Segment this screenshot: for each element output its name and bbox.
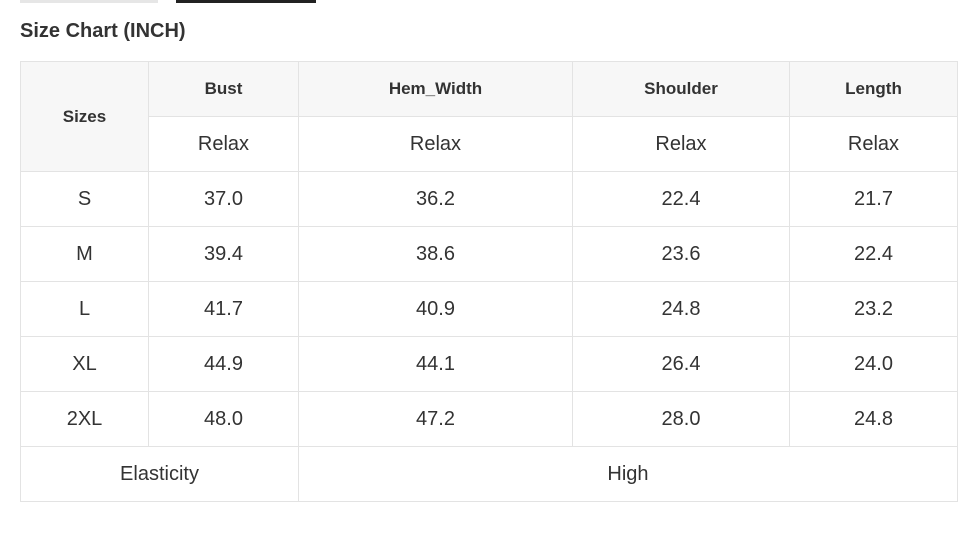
tab-active — [176, 0, 316, 3]
column-header: Length — [789, 61, 958, 117]
footer-row: Elasticity High — [20, 446, 958, 502]
measure-cell: 37.0 — [148, 171, 299, 227]
measure-cell: 47.2 — [298, 391, 573, 447]
size-row: XL 44.9 44.1 26.4 24.0 — [20, 336, 958, 392]
table-header: Sizes Bust Hem_Width Shoulder Length Relax Rel… — [20, 61, 958, 172]
measure-cell: 23.6 — [572, 226, 790, 282]
table-body: S 37.0 36.2 22.4 21.7 M 39.4 38.6 23.6 22.4 L 41.7 4… — [20, 171, 958, 502]
size-row: 2XL 48.0 47.2 28.0 24.8 — [20, 391, 958, 447]
size-table: Sizes Bust Hem_Width Shoulder Length Relax Rel… — [20, 61, 958, 502]
header-row: Sizes Bust Hem_Width Shoulder Length — [20, 61, 958, 172]
measure-cell: 22.4 — [572, 171, 790, 227]
measure-cell: 41.7 — [148, 281, 299, 337]
size-row: S 37.0 36.2 22.4 21.7 — [20, 171, 958, 227]
size-row: L 41.7 40.9 24.8 23.2 — [20, 281, 958, 337]
footer-value: High — [298, 446, 958, 502]
measure-cell: 39.4 — [148, 226, 299, 282]
measure-cell: 44.9 — [148, 336, 299, 392]
measure-cell: 22.4 — [789, 226, 958, 282]
column-header: Hem_Width — [298, 61, 573, 117]
measure-cell: 23.2 — [789, 281, 958, 337]
fit-label: Relax — [148, 116, 299, 172]
measure-cell: 28.0 — [572, 391, 790, 447]
measure-cell: 40.9 — [298, 281, 573, 337]
size-cell: 2XL — [20, 391, 149, 447]
measure-cell: 24.8 — [789, 391, 958, 447]
fit-row: Relax Relax Relax Relax — [21, 116, 958, 172]
tab-inactive — [20, 0, 158, 3]
measure-cell: 24.0 — [789, 336, 958, 392]
measure-cell: 44.1 — [298, 336, 573, 392]
measure-cell: 21.7 — [789, 171, 958, 227]
size-cell: S — [20, 171, 149, 227]
size-cell: M — [20, 226, 149, 282]
column-header: Shoulder — [572, 61, 790, 117]
sizes-header: Sizes — [20, 61, 149, 172]
measure-cell: 26.4 — [572, 336, 790, 392]
measure-cell: 38.6 — [298, 226, 573, 282]
column-header: Bust — [148, 61, 299, 117]
measure-cell: 24.8 — [572, 281, 790, 337]
size-cell: XL — [20, 336, 149, 392]
size-row: M 39.4 38.6 23.6 22.4 — [20, 226, 958, 282]
measure-cell: 48.0 — [148, 391, 299, 447]
title: Size Chart (INCH) — [20, 20, 186, 42]
measure-cell: 36.2 — [298, 171, 573, 227]
fit-label: Relax — [298, 116, 573, 172]
size-cell: L — [20, 281, 149, 337]
footer-label: Elasticity — [20, 446, 299, 502]
fit-label: Relax — [789, 116, 958, 172]
fit-label: Relax — [572, 116, 790, 172]
